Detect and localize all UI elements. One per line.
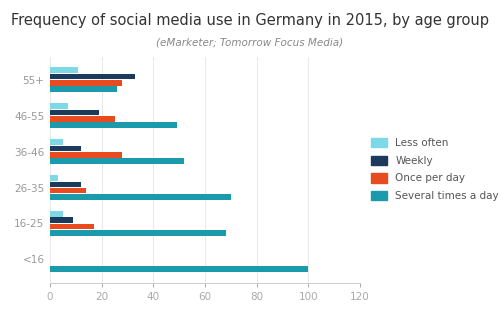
Bar <box>50 181 81 187</box>
Bar <box>50 194 231 200</box>
Bar <box>50 74 135 79</box>
Bar <box>50 266 308 272</box>
Bar <box>50 139 63 145</box>
Bar <box>50 80 122 86</box>
Bar <box>50 146 81 151</box>
Bar <box>50 188 86 193</box>
Bar <box>50 86 117 92</box>
Bar <box>50 158 184 164</box>
Bar <box>50 218 73 223</box>
Bar <box>50 116 114 122</box>
Bar <box>50 175 58 181</box>
Bar <box>50 110 99 115</box>
Bar <box>50 68 78 73</box>
Bar <box>50 152 122 158</box>
Bar <box>50 230 226 236</box>
Bar <box>50 122 176 128</box>
Text: Frequency of social media use in Germany in 2015, by age group: Frequency of social media use in Germany… <box>11 13 489 28</box>
Text: (eMarketer; Tomorrow Focus Media): (eMarketer; Tomorrow Focus Media) <box>156 38 344 48</box>
Legend: Less often, Weekly, Once per day, Several times a day: Less often, Weekly, Once per day, Severa… <box>372 138 499 201</box>
Bar <box>50 103 68 109</box>
Bar <box>50 224 94 230</box>
Bar <box>50 211 63 217</box>
